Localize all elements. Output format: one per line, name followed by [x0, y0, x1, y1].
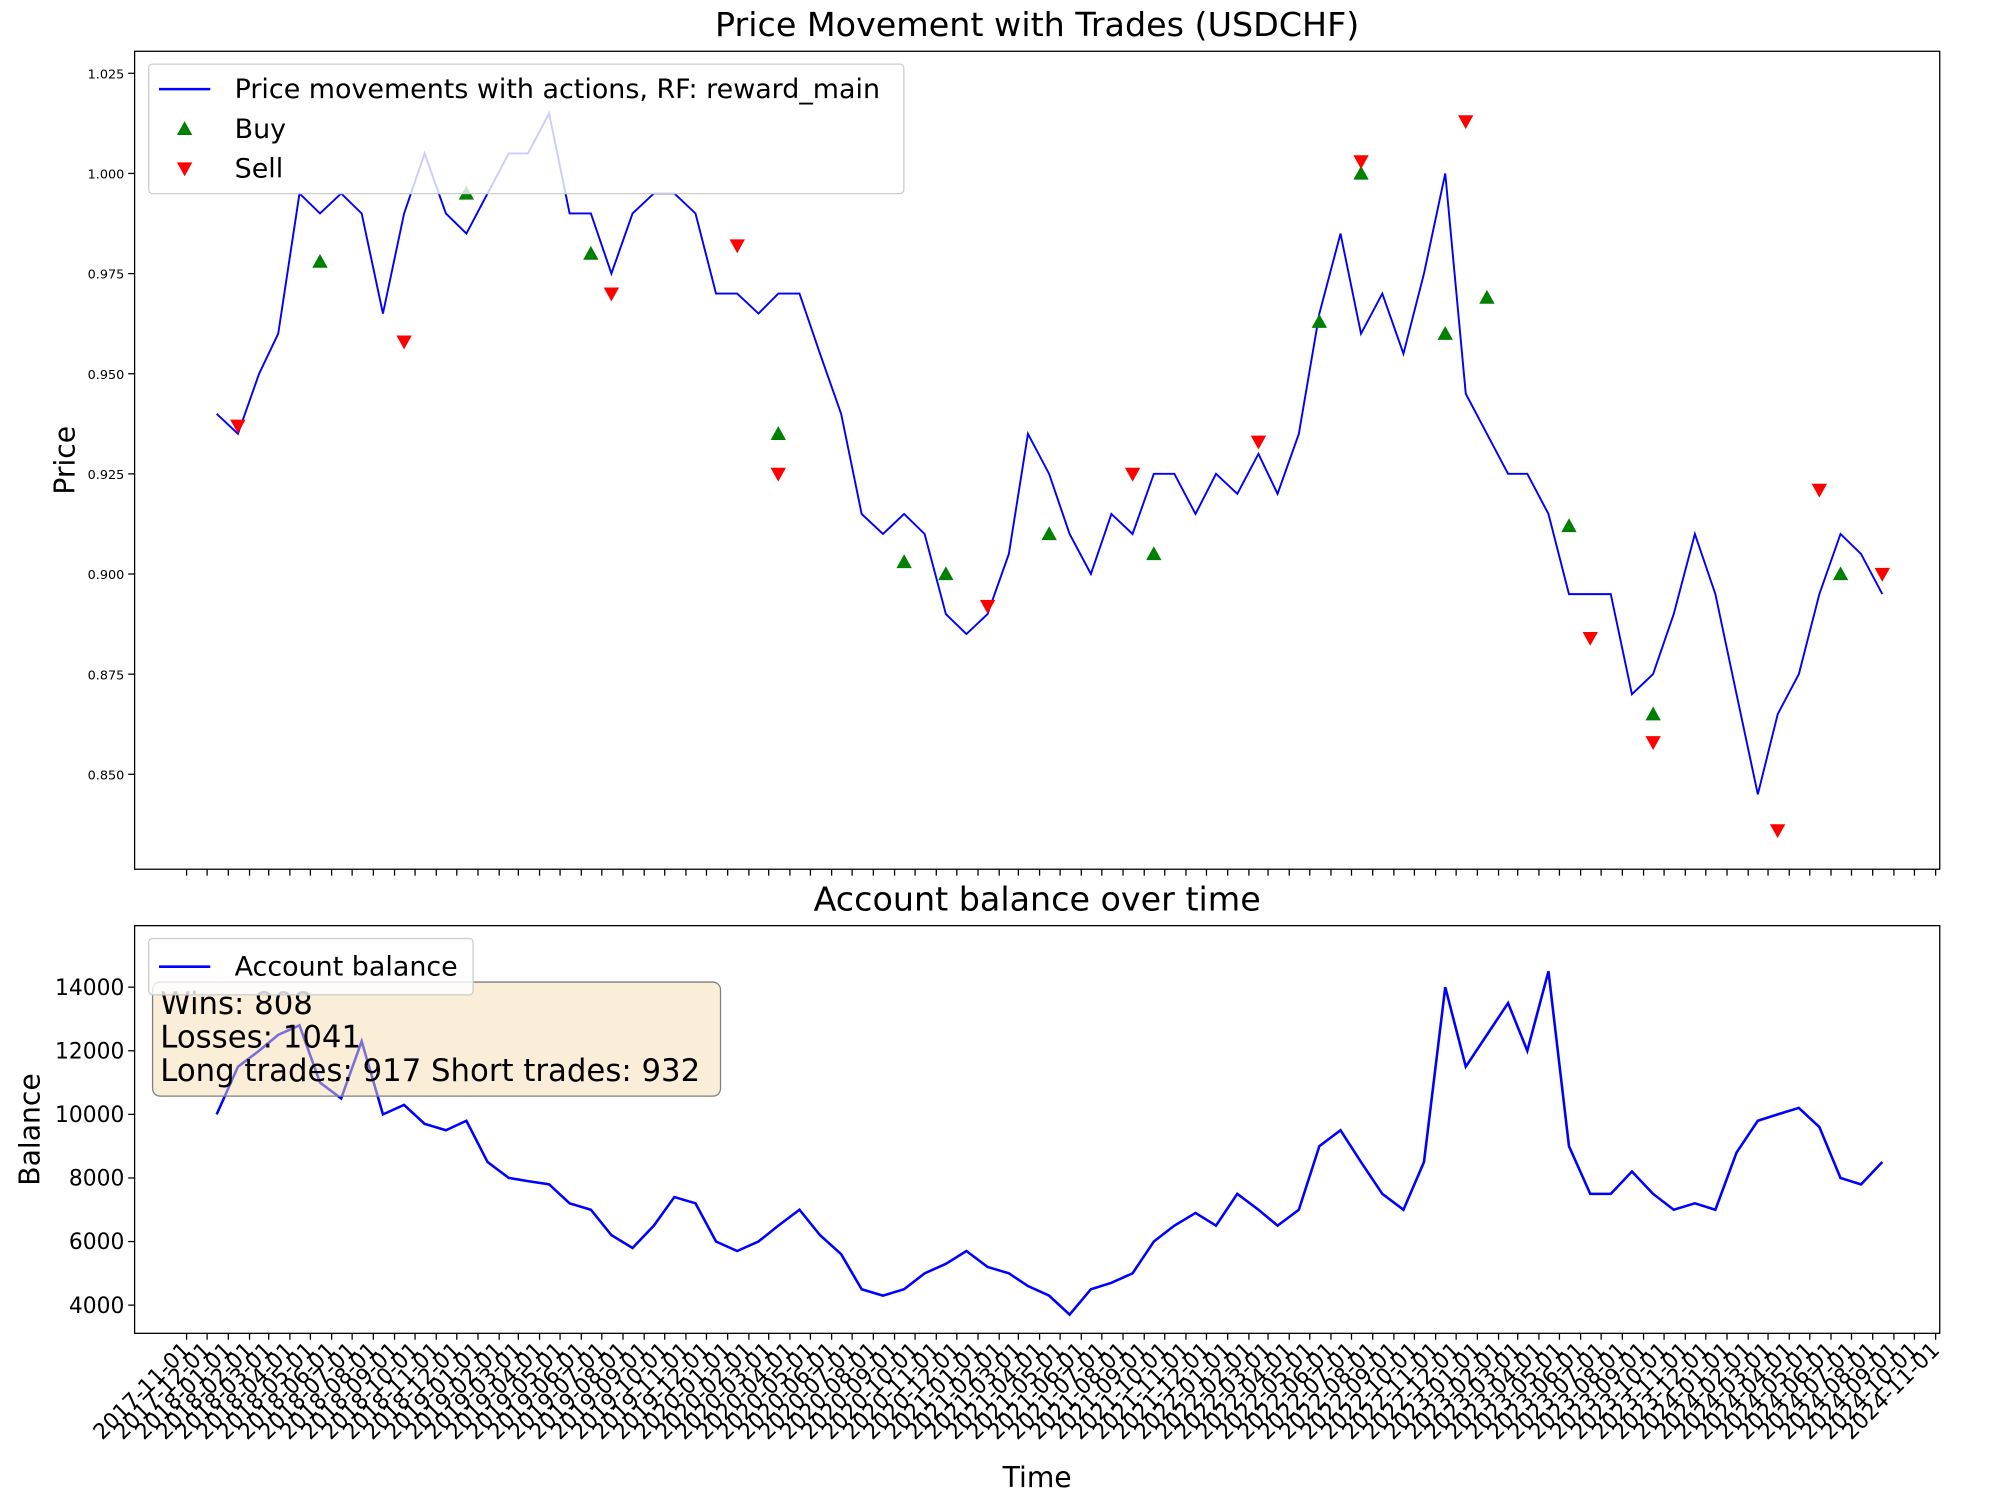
buy-marker [1041, 526, 1057, 541]
y-tick-label: 8000 [69, 1167, 124, 1192]
legend-label: Buy [235, 114, 287, 145]
y-tick-label: 4000 [69, 1294, 124, 1319]
y-tick-label: 6000 [69, 1230, 124, 1255]
sell-marker [1645, 736, 1661, 750]
sell-marker [1250, 435, 1267, 450]
price-line [215, 970, 1884, 1317]
annotation-text: Long trades: 917 Short trades: 932 [160, 1053, 700, 1089]
sell-marker [770, 467, 786, 482]
plot-frame [133, 925, 1941, 1334]
sell-marker [1458, 115, 1474, 130]
buy-marker [770, 426, 786, 440]
sell-marker [603, 287, 620, 302]
y-tick-label: 0.950 [88, 368, 125, 383]
buy-marker [1353, 165, 1369, 180]
sell-marker [1769, 824, 1786, 839]
chart-title: Account balance over time [814, 879, 1261, 918]
y-axis-label: Price [48, 426, 81, 495]
legend-box [148, 937, 474, 996]
sell-marker [230, 419, 246, 434]
buy-marker [312, 253, 328, 268]
legend-label: Account balance [235, 952, 458, 983]
x-axis-label: Time [1002, 1461, 1072, 1494]
sell-marker [1874, 567, 1890, 582]
buy-marker [583, 245, 599, 260]
chart-title: Price Movement with Trades (USDCHF) [715, 5, 1359, 44]
annotation-text: Losses: 1041 [160, 1019, 361, 1055]
y-tick-label: 0.875 [88, 668, 125, 683]
buy-marker [1561, 518, 1577, 533]
y-tick-label: 10000 [55, 1103, 124, 1128]
y-axis-label: Balance [14, 1073, 47, 1185]
sell-marker [1811, 483, 1828, 498]
sell-marker [1353, 155, 1369, 170]
plot-frame [133, 50, 1941, 870]
buy-marker [1645, 706, 1661, 721]
legend-swatch [176, 162, 193, 177]
sell-marker [729, 239, 745, 254]
sell-marker [1124, 467, 1141, 482]
y-tick-label: 1.000 [88, 168, 125, 183]
sell-marker [1582, 631, 1598, 646]
y-tick-label: 0.925 [88, 468, 125, 483]
buy-marker [1479, 289, 1495, 304]
y-tick-label: 1.025 [88, 67, 125, 82]
y-tick-label: 0.975 [88, 268, 125, 283]
legend-swatch [176, 121, 193, 135]
buy-marker [1311, 313, 1328, 328]
buy-marker [896, 554, 912, 569]
y-tick-label: 0.900 [88, 568, 125, 583]
y-tick-label: 14000 [55, 976, 124, 1001]
buy-marker [1437, 325, 1453, 340]
y-tick-label: 0.850 [88, 768, 125, 783]
buy-marker [938, 566, 954, 581]
buy-marker [1832, 566, 1849, 581]
legend-box [148, 63, 905, 195]
legend-label: Price movements with actions, RF: reward… [235, 74, 880, 105]
sell-marker [396, 335, 412, 350]
sell-marker [979, 599, 996, 614]
buy-marker [1146, 546, 1162, 561]
legend-label: Sell [235, 154, 284, 185]
y-tick-label: 12000 [55, 1039, 124, 1064]
